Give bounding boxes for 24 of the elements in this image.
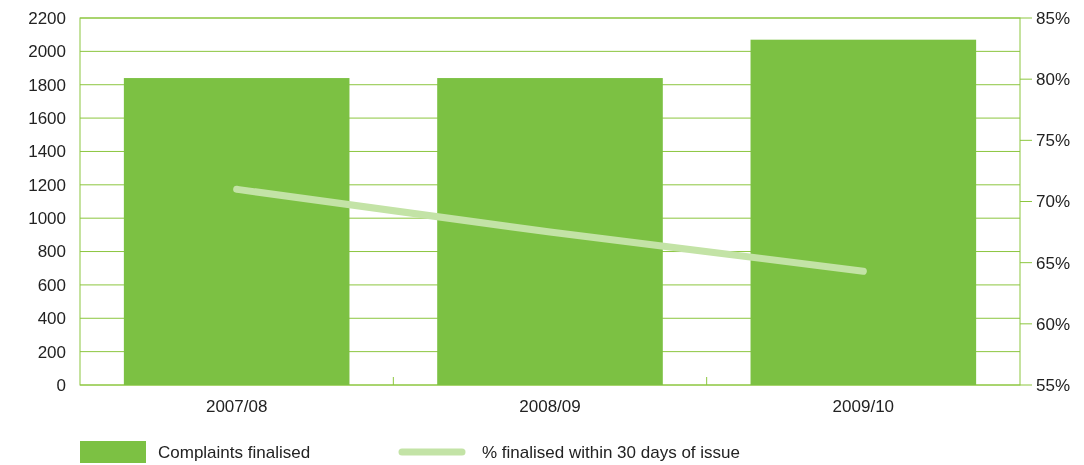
y-tick-label: 1200 [28, 175, 66, 195]
y-tick-label: 200 [37, 342, 66, 362]
legend-label: % finalised within 30 days of issue [482, 442, 740, 462]
y-tick-label: 1800 [28, 75, 66, 95]
y2-tick-label: 75% [1036, 131, 1071, 151]
y-tick-label: 1600 [28, 109, 66, 129]
y-tick-label: 600 [37, 275, 66, 295]
y2-tick-label: 65% [1036, 253, 1071, 273]
x-tick-label: 2007/08 [205, 397, 268, 416]
y-tick-label: 400 [37, 309, 66, 329]
y2-tick-label: 85% [1036, 8, 1071, 28]
y-tick-label: 2000 [28, 42, 66, 62]
y-tick-label: 2200 [28, 8, 66, 28]
y2-tick-label: 60% [1036, 314, 1071, 334]
legend-label: Complaints finalised [158, 442, 311, 462]
y2-tick-label: 55% [1036, 375, 1071, 395]
x-tick-label: 2009/10 [832, 397, 895, 416]
y2-tick-label: 80% [1036, 70, 1071, 90]
y2-tick-label: 70% [1036, 192, 1071, 212]
y-tick-label: 800 [37, 242, 66, 262]
y-tick-label: 0 [56, 375, 66, 395]
y-tick-label: 1000 [28, 209, 66, 229]
y-tick-label: 1400 [28, 142, 66, 162]
x-tick-label: 2008/09 [519, 397, 581, 416]
